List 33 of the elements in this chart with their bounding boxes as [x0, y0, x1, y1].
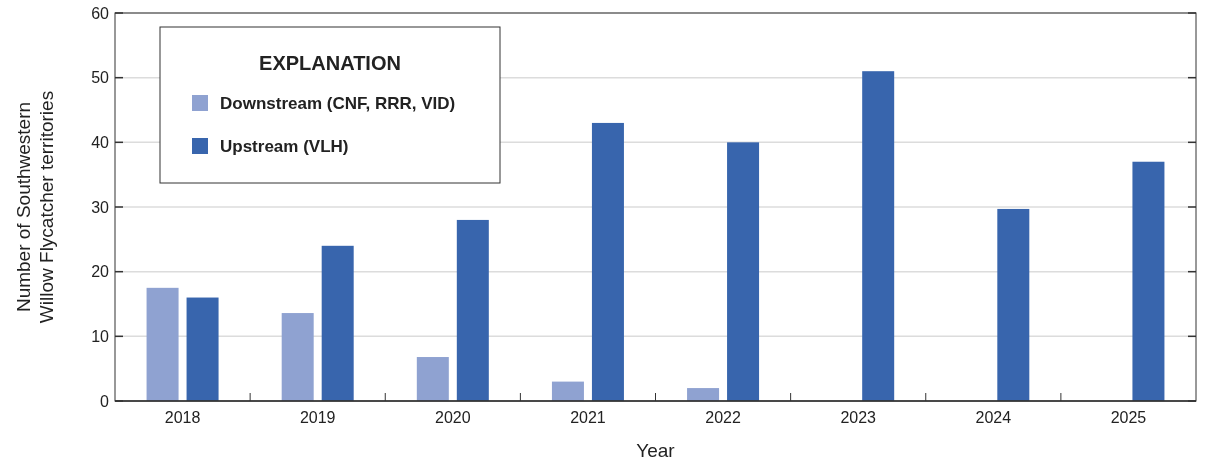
- bar: [551, 381, 584, 401]
- bar: [146, 287, 179, 401]
- y-tick-label: 10: [91, 327, 110, 345]
- y-axis-title: Number of Southwestern Willow Flycatcher territories: [13, 90, 57, 324]
- y-tick-label: 20: [91, 263, 110, 281]
- x-tick-label: 2023: [840, 409, 877, 426]
- bar: [1132, 161, 1165, 401]
- bar: [416, 357, 449, 401]
- bar: [727, 142, 760, 401]
- bar: [591, 122, 624, 401]
- y-tick-label: 30: [91, 198, 110, 216]
- x-tick-label: 2025: [1110, 409, 1147, 426]
- legend-label: Downstream (CNF, RRR, VID): [220, 93, 456, 113]
- bar: [687, 388, 720, 401]
- x-tick-label: 2024: [975, 409, 1012, 426]
- bar: [186, 297, 219, 401]
- x-tick-label: 2021: [570, 409, 606, 426]
- legend-title: EXPLANATION: [259, 52, 401, 74]
- y-tick-label: 60: [91, 4, 110, 22]
- x-tick-label: 2018: [164, 409, 201, 426]
- x-tick-label: 2020: [435, 409, 471, 426]
- bar: [456, 219, 489, 401]
- legend-label: Upstream (VLH): [220, 136, 349, 156]
- bar: [281, 313, 314, 401]
- y-tick-label: 0: [100, 392, 110, 410]
- y-tick-label: 40: [91, 133, 110, 151]
- bar: [321, 245, 354, 401]
- bar: [862, 71, 895, 401]
- x-axis-title: Year: [636, 440, 676, 461]
- bar: [997, 208, 1030, 401]
- x-tick-label: 2022: [705, 409, 741, 426]
- x-tick-label: 2019: [299, 409, 336, 426]
- y-tick-label: 50: [91, 69, 110, 87]
